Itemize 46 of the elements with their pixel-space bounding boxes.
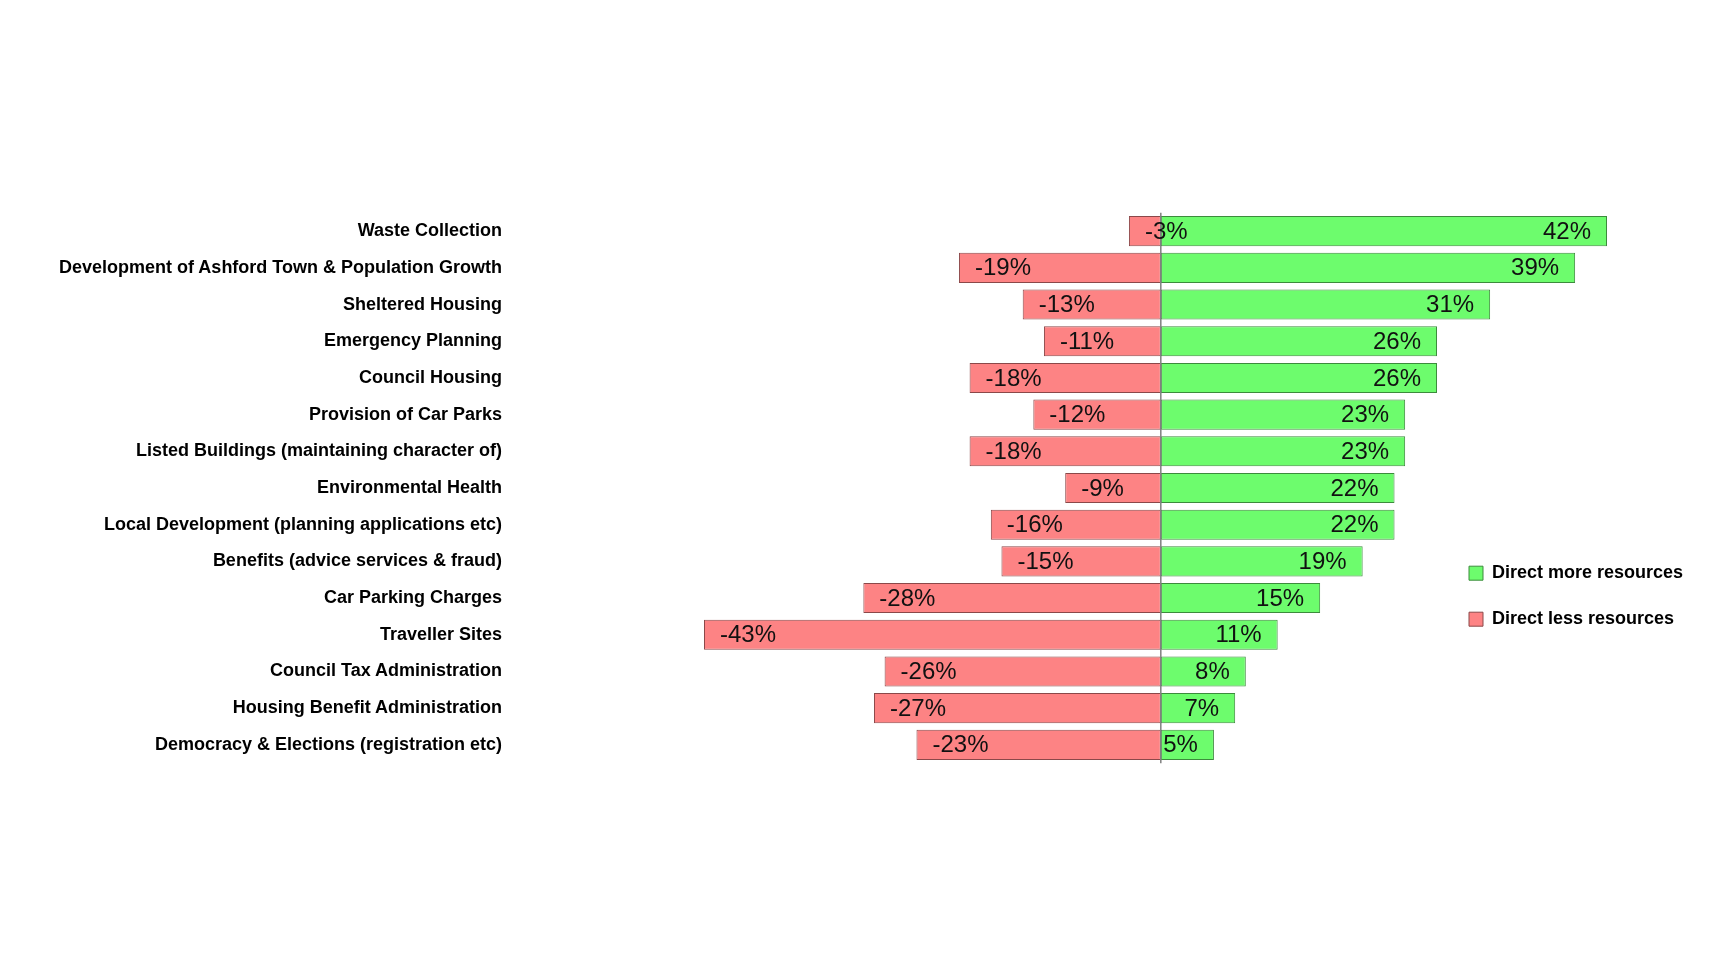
data-label: 23% [1341, 400, 1390, 428]
data-label: 39% [1511, 253, 1560, 281]
y-tick-label: Housing Benefit Administration [232, 697, 502, 718]
data-label: 11% [1215, 620, 1262, 648]
data-label: -11% [1059, 326, 1115, 354]
y-tick-label: Provision of Car Parks [308, 403, 502, 424]
data-label: -19% [974, 253, 1031, 281]
data-label: -13% [1038, 290, 1095, 318]
data-label: -18% [985, 363, 1042, 391]
data-label: 22% [1330, 473, 1379, 501]
legend-label: Direct more resources [1492, 562, 1684, 583]
data-label: -16% [1006, 510, 1063, 538]
y-tick-label: Car Parking Charges [323, 587, 502, 608]
y-tick-label: Emergency Planning [323, 330, 502, 351]
y-tick-label: Listed Buildings (maintaining character of) [135, 440, 502, 461]
data-label: -27% [889, 693, 947, 721]
y-tick-label: Benefits (advice services & fraud) [212, 550, 502, 571]
legend-label: Direct less resources [1492, 608, 1675, 629]
data-label: 23% [1341, 436, 1390, 464]
y-tick-label: Council Tax Administration [269, 660, 502, 681]
data-label: 8% [1195, 657, 1230, 685]
y-tick-label: Local Development (planning applications etc) [103, 513, 502, 534]
data-label: 5% [1163, 730, 1198, 758]
data-label: 15% [1256, 583, 1305, 611]
data-label: -43% [720, 620, 777, 648]
data-label: -23% [932, 730, 989, 758]
y-tick-label: Democracy & Elections (registration etc) [154, 733, 502, 754]
y-tick-label: Traveller Sites [379, 623, 502, 644]
data-label: 22% [1330, 510, 1379, 538]
data-label: 26% [1372, 326, 1422, 354]
y-tick-label: Waste Collection [357, 220, 502, 241]
data-label: -28% [879, 583, 936, 611]
data-label: 31% [1426, 290, 1475, 318]
data-label: 7% [1184, 693, 1220, 721]
data-label: -26% [900, 657, 957, 685]
y-tick-label: Council Housing [359, 366, 502, 387]
data-label: 26% [1372, 363, 1422, 391]
y-tick-label: Environmental Health [316, 476, 502, 497]
y-tick-label: Sheltered Housing [342, 293, 502, 314]
y-tick-label: Development of Ashford Town & Population Growth [59, 256, 502, 277]
data-label: -15% [1017, 547, 1074, 575]
data-label: -12% [1049, 400, 1106, 428]
data-label: 42% [1542, 216, 1591, 244]
data-label: 19% [1298, 547, 1347, 575]
data-label: -9% [1081, 473, 1124, 501]
data-label: -18% [985, 436, 1042, 464]
